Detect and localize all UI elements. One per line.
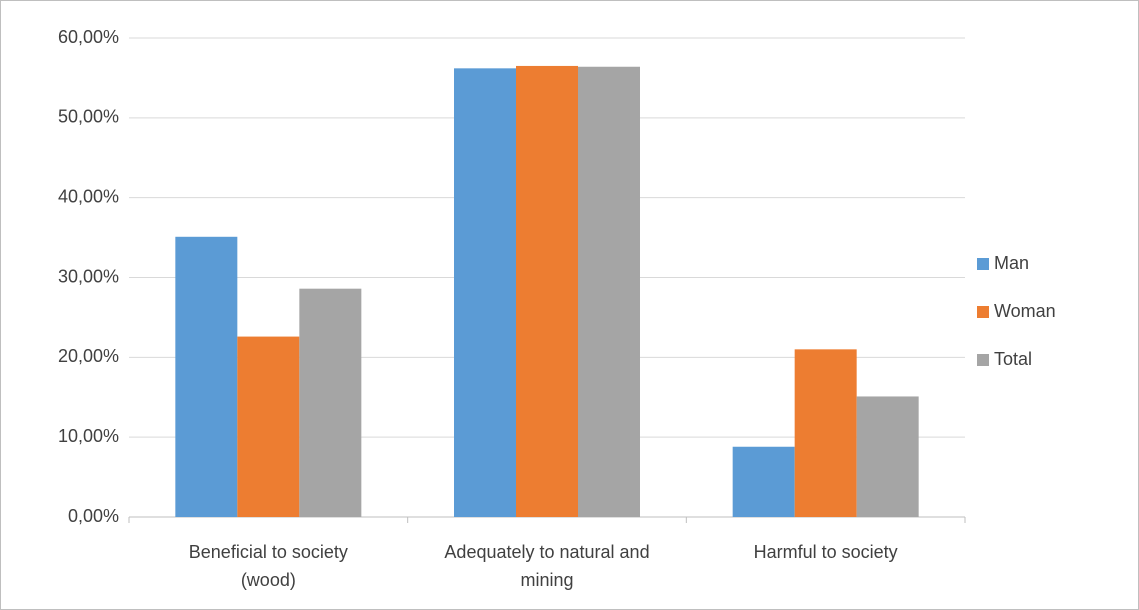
y-tick-label: 10,00% bbox=[58, 426, 119, 446]
x-tick-label: Harmful to society bbox=[753, 542, 898, 562]
x-tick-label: Beneficial to society (wood) bbox=[188, 542, 348, 590]
bar bbox=[299, 288, 362, 517]
bar bbox=[578, 66, 640, 518]
bar bbox=[175, 236, 238, 517]
y-tick-label: 50,00% bbox=[58, 107, 119, 127]
legend-label: Man bbox=[994, 253, 1029, 273]
legend-label: Total bbox=[994, 349, 1032, 369]
bar bbox=[856, 396, 919, 517]
y-tick-label: 30,00% bbox=[58, 266, 119, 286]
y-tick-label: 20,00% bbox=[58, 346, 119, 366]
bar bbox=[794, 349, 857, 517]
y-tick-label: 0,00% bbox=[68, 506, 119, 526]
bar bbox=[732, 446, 795, 517]
y-tick-label: 40,00% bbox=[58, 186, 119, 206]
bar bbox=[516, 65, 578, 518]
y-tick-label: 60,00% bbox=[58, 27, 119, 47]
legend-swatch bbox=[977, 258, 989, 270]
legend-swatch bbox=[977, 306, 989, 318]
legend-label: Woman bbox=[994, 301, 1056, 321]
bar bbox=[454, 68, 516, 517]
bar bbox=[237, 336, 300, 517]
legend-swatch bbox=[977, 354, 989, 366]
x-tick-label: Adequately to natural and mining bbox=[444, 542, 650, 590]
